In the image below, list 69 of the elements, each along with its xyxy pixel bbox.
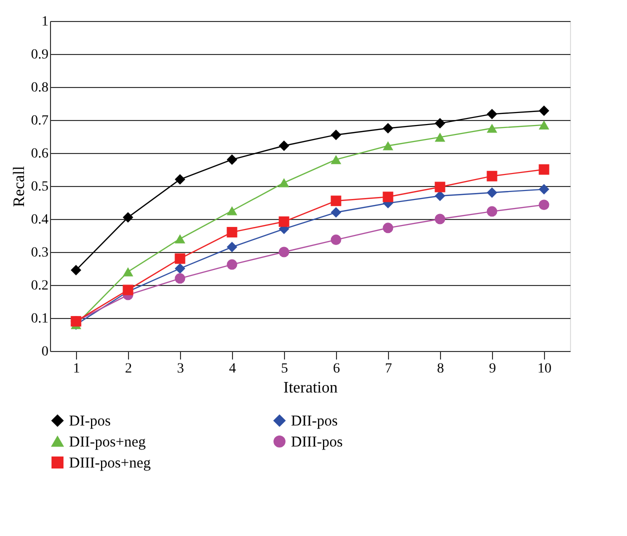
point (174, 273, 186, 284)
point (330, 155, 342, 164)
x-tick-label: 7 (385, 362, 392, 376)
legend-label: DIII-pos (291, 434, 343, 450)
point (486, 206, 498, 217)
point (278, 216, 290, 227)
point (382, 222, 394, 234)
point (330, 234, 342, 246)
point (278, 246, 290, 258)
point (174, 174, 186, 185)
point (226, 154, 238, 165)
point (122, 267, 134, 276)
legend-label: DII-pos (291, 414, 338, 430)
point (486, 187, 498, 198)
point (486, 124, 498, 133)
y-tick-label: 0 (42, 344, 48, 360)
x-tick-label: 6 (333, 362, 340, 376)
y-axis-title: Recall (11, 166, 28, 207)
point (434, 182, 446, 192)
point (226, 226, 238, 238)
y-tick-label: 0.5 (31, 180, 48, 194)
x-tick-label: 3 (177, 362, 184, 376)
x-tick-label: 8 (437, 362, 444, 376)
y-tick-label: 0.9 (31, 48, 48, 62)
point (174, 263, 186, 274)
point (434, 132, 446, 142)
y-tick-label: 0.3 (31, 246, 48, 260)
point (226, 206, 238, 216)
y-tick-label: 0.8 (31, 80, 48, 96)
y-tick-label: 0.7 (31, 114, 48, 128)
point (382, 141, 394, 150)
x-axis-title: Iteration (283, 380, 338, 396)
point (330, 130, 342, 140)
point (538, 164, 550, 175)
point (538, 184, 550, 195)
x-tick-label: 4 (229, 362, 236, 376)
point (278, 140, 290, 151)
point (538, 106, 550, 116)
point (538, 120, 550, 130)
x-tick-label: 10 (538, 362, 552, 376)
legend-label: DII-pos+neg (69, 434, 146, 450)
x-tick-label: 2 (125, 362, 132, 376)
point (382, 123, 394, 134)
legend-label: DI-pos (69, 414, 111, 430)
point (330, 196, 342, 206)
point (70, 264, 82, 276)
point (330, 207, 342, 218)
point (434, 214, 446, 224)
legend-label: DIII-pos+neg (69, 456, 152, 472)
y-tick-label: 0.1 (31, 312, 48, 326)
x-tick-label: 9 (489, 362, 496, 376)
point (174, 253, 186, 264)
point (226, 242, 238, 252)
y-tick-label: 0.2 (31, 278, 48, 294)
point (434, 118, 446, 129)
point (278, 178, 290, 188)
point (486, 170, 498, 182)
point (122, 212, 134, 223)
x-tick-label: 5 (281, 362, 288, 376)
point (226, 259, 238, 270)
y-tick-label: 1 (42, 14, 48, 30)
point (434, 190, 446, 202)
y-tick-label: 0.4 (31, 212, 48, 228)
y-tick-label: 0.6 (31, 146, 48, 162)
point (486, 108, 498, 120)
point (538, 200, 550, 210)
x-tick-label: 1 (73, 362, 80, 376)
point (174, 234, 186, 244)
point (382, 192, 394, 202)
